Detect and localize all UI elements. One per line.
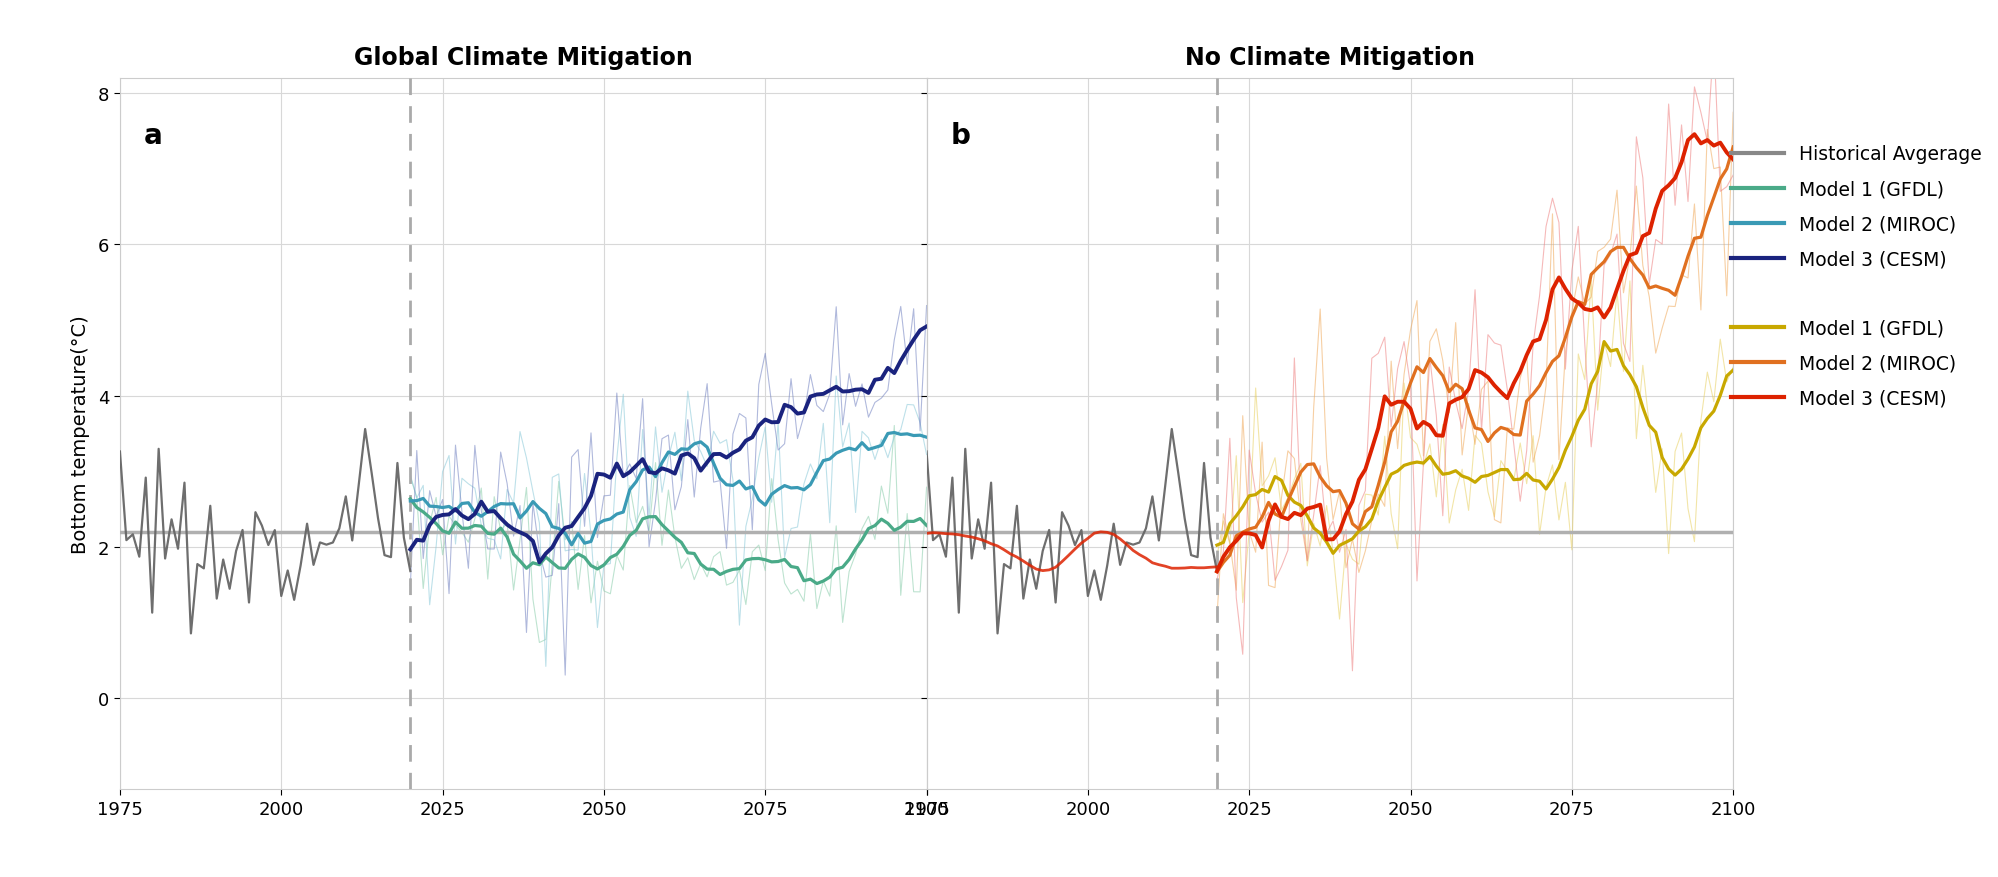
Text: b: b [951,122,971,149]
Title: Global Climate Mitigation: Global Climate Mitigation [354,46,691,70]
Y-axis label: Bottom temperature(°C): Bottom temperature(°C) [70,315,90,553]
Title: No Climate Mitigation: No Climate Mitigation [1185,46,1475,70]
Legend: Historical Avgerage, Model 1 (GFDL), Model 2 (MIROC), Model 3 (CESM), , Model 1 : Historical Avgerage, Model 1 (GFDL), Mod… [1730,145,1980,409]
Text: a: a [144,122,162,149]
